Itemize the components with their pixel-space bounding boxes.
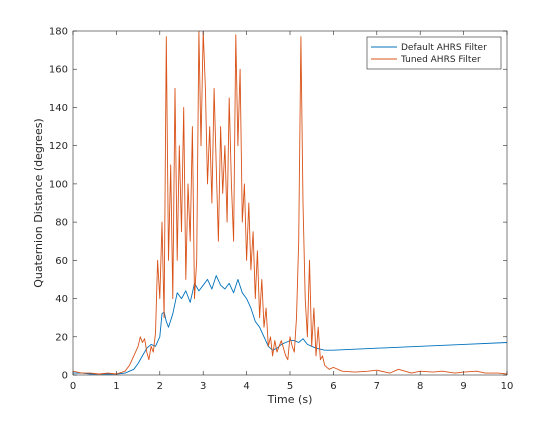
x-axis-label: Time (s) [267,393,313,406]
x-tick-label: 0 [70,381,76,392]
y-tick-label: 0 [62,371,68,382]
y-tick-label: 40 [55,294,68,305]
x-tick-label: 9 [460,381,466,392]
x-tick-label: 5 [287,381,293,392]
y-tick-label: 180 [49,27,68,38]
y-axis-label: Quaternion Distance (degrees) [32,118,45,287]
x-tick-label: 7 [374,381,380,392]
y-tick-label: 120 [49,141,68,152]
x-tick-label: 2 [157,381,163,392]
y-tick-label: 140 [49,103,68,114]
legend-box [366,36,502,70]
x-tick-label: 10 [501,381,514,392]
y-tick-label: 60 [55,256,68,267]
y-tick-label: 80 [55,218,68,229]
x-tick-label: 4 [243,381,249,392]
plot-area [73,31,507,375]
legend-label-2: Tuned AHRS Filter [400,55,481,65]
y-tick-label: 100 [49,179,68,190]
x-tick-label: 1 [113,381,119,392]
series-line-1 [73,275,507,375]
x-tick-label: 3 [200,381,206,392]
legend-label-1: Default AHRS Filter [401,43,487,53]
legend: Default AHRS Filter Tuned AHRS Filter [366,36,502,70]
y-tick-label: 20 [55,332,68,343]
x-tick-label: 8 [417,381,423,392]
x-tick-label: 6 [330,381,336,392]
series-line-2 [73,31,507,375]
y-tick-label: 160 [49,65,68,76]
